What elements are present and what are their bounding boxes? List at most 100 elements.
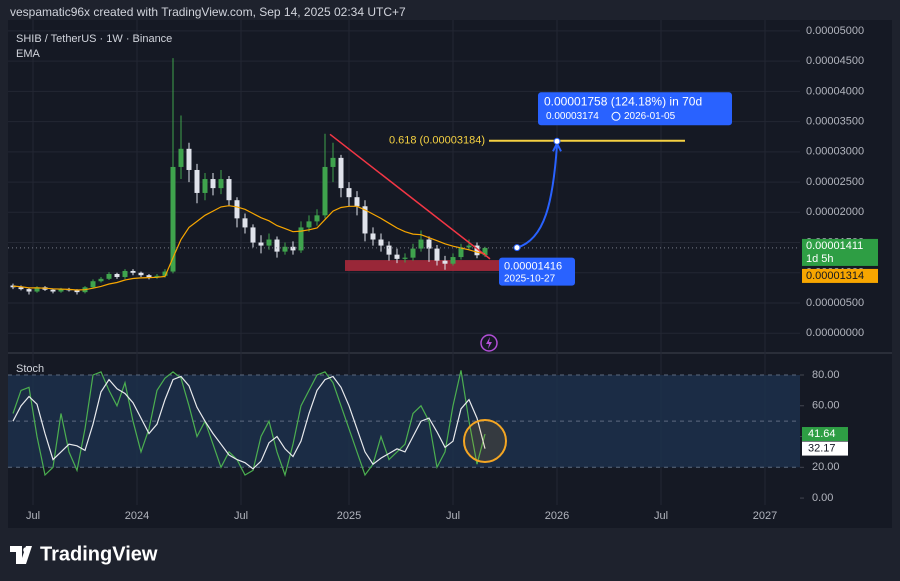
x-tick-label: 2025 [337, 510, 361, 522]
candle-body [250, 227, 256, 243]
clock-icon [611, 111, 621, 121]
candle-body [458, 247, 464, 258]
candle-body [98, 278, 104, 282]
candle-body [402, 257, 408, 259]
candle-body [106, 273, 112, 279]
stoch-value-label: 32.17 [808, 442, 836, 454]
candle-body [114, 273, 120, 278]
candle-body [306, 221, 312, 228]
candle-body [242, 218, 248, 228]
candle-body [18, 287, 24, 290]
candle-body [386, 245, 392, 255]
projection-end [553, 137, 561, 145]
candle-body [170, 166, 176, 272]
candle-body [258, 242, 264, 246]
candle-body [442, 260, 448, 264]
candle-body [210, 179, 216, 189]
y-tick-label: 0.00 [812, 492, 833, 504]
candle-body [346, 188, 352, 198]
y-tick-label: 0.00004000 [806, 85, 864, 97]
candle-body [466, 245, 472, 248]
x-tick-label: Jul [26, 510, 40, 522]
event-icon-bolt [486, 337, 492, 349]
candle-body [322, 166, 328, 216]
stoch-line [12, 375, 486, 470]
candle-body [450, 257, 456, 264]
x-tick-label: Jul [654, 510, 668, 522]
candle-body [282, 246, 288, 252]
candle-body [378, 239, 384, 246]
y-tick-label: 0.00002500 [806, 176, 864, 188]
candle-body [74, 290, 80, 293]
candle-body [370, 233, 376, 240]
candle-body [338, 157, 344, 189]
projection-curve [516, 145, 558, 249]
candle-body [314, 215, 320, 222]
candle-body [186, 148, 192, 170]
x-tick-label: Jul [446, 510, 460, 522]
highlight-circle [463, 419, 507, 463]
logo-dot [23, 547, 29, 553]
ema-price-label: 0.00001314 [806, 270, 864, 282]
candle-body [290, 246, 296, 251]
y-tick-label: 0.00003000 [806, 146, 864, 158]
x-tick-label: Jul [234, 510, 248, 522]
header: vespamatic96x created with TradingView.c… [10, 5, 406, 19]
candle-body [130, 270, 136, 273]
projection-headline: 0.00001758 (124.18%) in 70d [544, 94, 702, 108]
stoch-value-box [802, 441, 848, 456]
y-tick-label: 0.00002000 [806, 206, 864, 218]
chart-layer: Jul 2024 Jul 2025 Jul 2026 Jul 2027 0.00000000 0.… [8, 20, 878, 522]
support-zone [345, 260, 501, 271]
candle-body [266, 239, 272, 246]
candle-body [90, 281, 96, 288]
logo-text: TradingView [40, 543, 158, 565]
candle-body [418, 239, 424, 249]
stoch-title: Stoch [16, 363, 44, 375]
candle-body [138, 272, 144, 276]
event-icon[interactable] [480, 334, 498, 352]
last-price-box [802, 238, 878, 266]
countdown-label: 1d 5h [806, 253, 834, 265]
candle-body [274, 239, 280, 252]
candle-body [218, 179, 224, 189]
candle-body [194, 169, 200, 193]
start-price: 0.00001416 [504, 261, 562, 273]
candle-body [122, 270, 128, 278]
logo: TradingView [10, 543, 158, 565]
stoch-value-label: 41.64 [808, 428, 836, 440]
candle-body [58, 289, 64, 292]
projection-end-price: 0.00003174 [546, 111, 599, 122]
last-price-label: 0.00001411 [806, 240, 863, 252]
trendline [329, 133, 491, 260]
candle-body [162, 271, 168, 276]
candle-body [50, 289, 56, 292]
ema-legend: EMA [16, 48, 41, 60]
candle-body [362, 206, 368, 234]
ema-price-box [802, 268, 878, 283]
candle-body [146, 275, 152, 278]
y-tick-label: 20.00 [812, 461, 840, 473]
projection-end-date: 2026-01-05 [624, 111, 676, 122]
candle-body [226, 179, 232, 201]
candle-body [330, 157, 336, 167]
y-tick-label: 0.00000000 [806, 327, 864, 339]
candle-body [26, 289, 32, 292]
ema-line [12, 205, 486, 291]
projection-box [538, 92, 732, 126]
y-tick-label: 60.00 [812, 400, 840, 412]
candle-body [234, 200, 240, 219]
stoch-value-box [802, 427, 848, 442]
candle-body [474, 245, 480, 256]
stoch-line [12, 370, 486, 478]
y-tick-label: 80.00 [812, 369, 840, 381]
start-box [499, 257, 575, 286]
candle-body [298, 227, 304, 251]
x-tick-label: 2027 [753, 510, 777, 522]
x-tick-label: 2024 [125, 510, 149, 522]
candle-body [482, 247, 488, 256]
x-tick-label: 2026 [545, 510, 569, 522]
y-tick-label: 0.00003500 [806, 116, 864, 128]
